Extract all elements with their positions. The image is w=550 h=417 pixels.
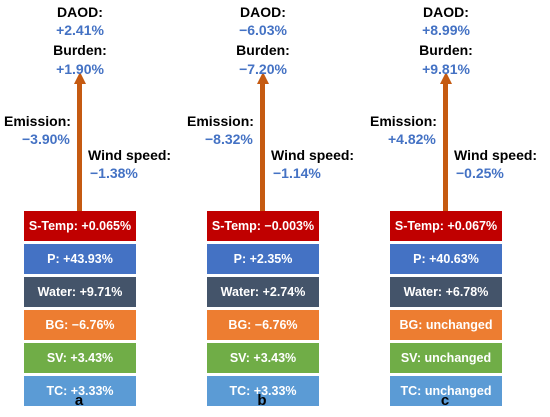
layer-bg: BG: −6.76% [24, 310, 136, 340]
panel-letter: b [257, 392, 267, 409]
layer-stack: S-Temp: +0.065% P: +43.93% Water: +9.71%… [24, 211, 136, 409]
layer-s-temp: S-Temp: −0.003% [207, 211, 319, 241]
wind-speed-label: Wind speed: [454, 147, 538, 163]
layer-s-temp: S-Temp: +0.065% [24, 211, 136, 241]
wind-speed-value: −0.25% [456, 165, 504, 181]
layer-stack: S-Temp: −0.003% P: +2.35% Water: +2.74% … [207, 211, 319, 409]
burden-label: Burden: [419, 42, 473, 58]
panel-c: DAOD: +8.99% Burden: +9.81% Emission: +4… [366, 0, 549, 417]
daod-value: +2.41% [56, 22, 104, 38]
layer-tc: TC: +3.33% [24, 376, 136, 406]
layer-tc: TC: +3.33% [207, 376, 319, 406]
daod-value: +8.99% [422, 22, 470, 38]
layer-tc: TC: unchanged [390, 376, 502, 406]
panel-letter: c [440, 392, 450, 409]
burden-label: Burden: [236, 42, 290, 58]
arrow-head [73, 72, 86, 84]
wind-speed-value: −1.38% [90, 165, 138, 181]
burden-value: −7.20% [239, 61, 287, 77]
panel-a: DAOD: +2.41% Burden: +1.90% Emission: −3… [0, 0, 183, 417]
emission-label: Emission: [187, 113, 254, 129]
arrow-head [439, 72, 452, 84]
layer-p: P: +43.93% [24, 244, 136, 274]
arrow-shaft [77, 82, 82, 211]
burden-value: +1.90% [56, 61, 104, 77]
layer-p: P: +40.63% [390, 244, 502, 274]
layer-water: Water: +6.78% [390, 277, 502, 307]
layer-water: Water: +2.74% [207, 277, 319, 307]
burden-value: +9.81% [422, 61, 470, 77]
emission-label: Emission: [4, 113, 71, 129]
wind-speed-label: Wind speed: [88, 147, 172, 163]
wind-speed-value: −1.14% [273, 165, 321, 181]
panel-letter: a [74, 392, 84, 409]
panel-b: DAOD: −6.03% Burden: −7.20% Emission: −8… [183, 0, 366, 417]
layer-s-temp: S-Temp: +0.067% [390, 211, 502, 241]
burden-label: Burden: [53, 42, 107, 58]
layer-sv: SV: +3.43% [207, 343, 319, 373]
wind-speed-label: Wind speed: [271, 147, 355, 163]
arrow-shaft [443, 82, 448, 211]
layer-sv: SV: +3.43% [24, 343, 136, 373]
daod-label: DAOD: [240, 4, 286, 20]
arrow-head [256, 72, 269, 84]
layer-bg: BG: −6.76% [207, 310, 319, 340]
layer-stack: S-Temp: +0.067% P: +40.63% Water: +6.78%… [390, 211, 502, 409]
daod-label: DAOD: [423, 4, 469, 20]
arrow-shaft [260, 82, 265, 211]
emission-value: −8.32% [205, 131, 253, 147]
daod-value: −6.03% [239, 22, 287, 38]
emission-value: +4.82% [388, 131, 436, 147]
layer-water: Water: +9.71% [24, 277, 136, 307]
emission-value: −3.90% [22, 131, 70, 147]
emission-label: Emission: [370, 113, 437, 129]
layer-bg: BG: unchanged [390, 310, 502, 340]
layer-sv: SV: unchanged [390, 343, 502, 373]
daod-label: DAOD: [57, 4, 103, 20]
layer-p: P: +2.35% [207, 244, 319, 274]
